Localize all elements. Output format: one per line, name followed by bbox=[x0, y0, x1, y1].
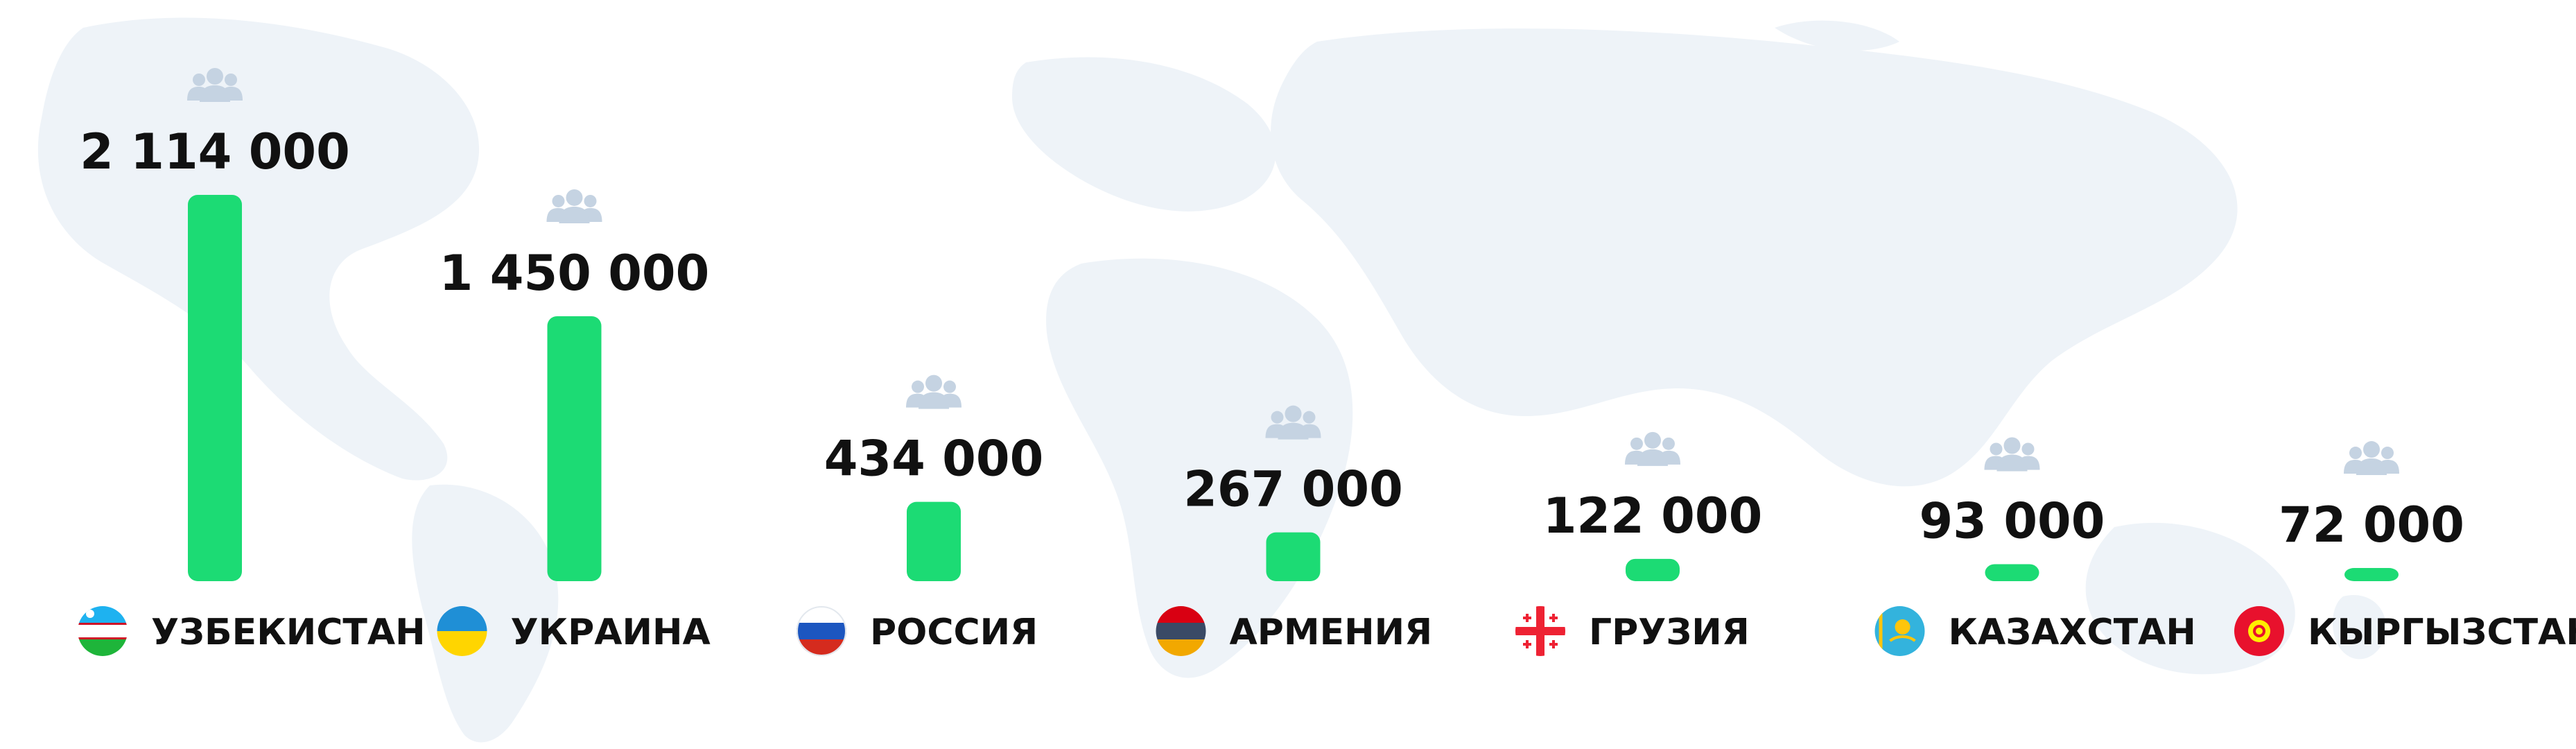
value-label-5: 93 000 bbox=[1920, 492, 2105, 549]
country-label-3: АРМЕНИЯ bbox=[1230, 612, 1433, 653]
bar-5 bbox=[1985, 564, 2039, 581]
country-label-1: УКРАИНА bbox=[511, 612, 711, 653]
people-icon bbox=[1265, 405, 1321, 440]
bar-2 bbox=[907, 501, 961, 581]
kyrgyzstan-flag-icon bbox=[2234, 606, 2284, 656]
ukraine-flag-icon bbox=[437, 606, 487, 656]
country-label-2: РОССИЯ bbox=[870, 612, 1038, 653]
value-label-1: 1 450 000 bbox=[440, 245, 710, 302]
bar-0 bbox=[188, 195, 242, 581]
value-label-3: 267 000 bbox=[1183, 461, 1403, 518]
country-label-5: КАЗАХСТАН bbox=[1949, 612, 2196, 653]
kazakhstan-flag-icon bbox=[1874, 606, 1925, 656]
uzbekistan-flag-icon bbox=[78, 606, 128, 656]
people-icon bbox=[546, 189, 602, 223]
bar-6 bbox=[2344, 568, 2399, 581]
people-icon bbox=[187, 68, 243, 102]
country-label-0: УЗБЕКИСТАН bbox=[151, 612, 426, 653]
people-icon bbox=[906, 374, 961, 409]
armenia-flag-icon bbox=[1156, 606, 1206, 656]
country-label-4: ГРУЗИЯ bbox=[1589, 612, 1750, 653]
bar-1 bbox=[547, 316, 602, 581]
value-label-2: 434 000 bbox=[824, 431, 1044, 488]
georgia-flag-icon bbox=[1515, 606, 1565, 656]
people-icon bbox=[2344, 441, 2399, 476]
people-icon bbox=[1625, 431, 1680, 466]
country-label-6: КЫРГЫЗСТАН bbox=[2308, 612, 2576, 653]
russia-flag-icon bbox=[797, 606, 846, 656]
bar-3 bbox=[1266, 532, 1321, 581]
value-label-0: 2 114 000 bbox=[80, 123, 350, 180]
people-icon bbox=[1984, 437, 2040, 472]
value-label-4: 122 000 bbox=[1543, 488, 1763, 544]
bar-4 bbox=[1626, 558, 1680, 581]
value-label-6: 72 000 bbox=[2279, 497, 2464, 553]
